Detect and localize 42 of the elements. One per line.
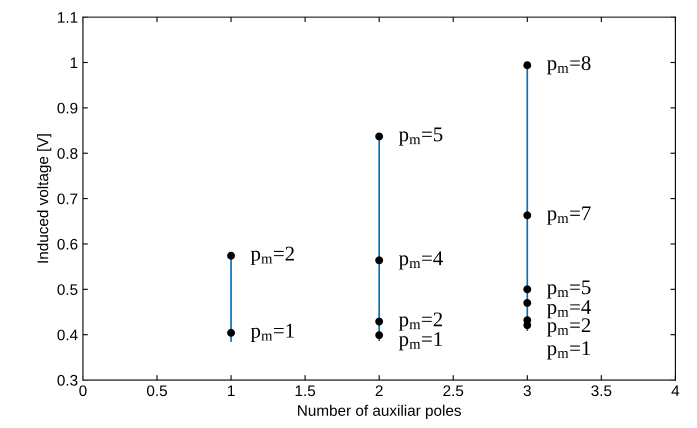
point — [375, 256, 384, 264]
x-tick-label: 2 — [376, 385, 383, 396]
y-tick-label: 0.5 — [57, 284, 78, 296]
y-tick-label: 1 — [70, 58, 78, 68]
x-tick-label: 3 — [524, 385, 531, 396]
point — [375, 132, 384, 140]
point — [227, 252, 236, 260]
x-tick-label: 0 — [79, 385, 87, 396]
annotation: p$_{m}$=4 — [398, 251, 443, 270]
x-axis-title: Number of auxiliar poles — [298, 404, 461, 419]
y-tick-label: 0.7 — [57, 193, 78, 204]
point — [523, 211, 532, 220]
y-tick-label: 0.8 — [57, 148, 78, 159]
point — [375, 331, 384, 340]
y-tick-label: 1.1 — [58, 12, 78, 23]
x-tick-label: 3.5 — [591, 385, 612, 396]
annotation: p$_{m}$=2 — [250, 246, 294, 265]
point — [375, 318, 384, 326]
point — [523, 298, 532, 307]
x-tick-label: 1.5 — [296, 385, 316, 396]
annotation: p$_{m}$=5 — [547, 280, 590, 299]
annotation: p$_{m}$=1 — [398, 332, 442, 350]
annotation: p$_{m}$=7 — [547, 206, 591, 225]
point — [523, 285, 532, 294]
annotation: p$_{m}$=8 — [547, 56, 590, 74]
x-tick-label: 4 — [671, 385, 680, 396]
y-axis-title: Induced voltage [V] — [37, 134, 52, 263]
annotation: p$_{m}$=4 — [547, 300, 591, 318]
y-tick-label: 0.6 — [57, 238, 78, 250]
x-tick-label: 0.5 — [146, 385, 167, 396]
y-tick-label: 0.3 — [57, 374, 78, 386]
y-tick-label: 0.9 — [57, 102, 78, 114]
annotation: p$_{m}$=5 — [398, 128, 442, 146]
annotation: p$_{m}$=1 — [547, 341, 590, 360]
x-tick-label: 1 — [228, 385, 235, 396]
annotation: p$_{m}$=1 — [250, 324, 294, 342]
annotation: p$_{m}$=2 — [547, 318, 590, 336]
point — [227, 328, 236, 337]
point — [523, 61, 532, 70]
annotation: p$_{m}$=2 — [398, 312, 442, 331]
y-tick-label: 0.4 — [57, 330, 78, 340]
x-tick-label: 2.5 — [443, 385, 464, 396]
